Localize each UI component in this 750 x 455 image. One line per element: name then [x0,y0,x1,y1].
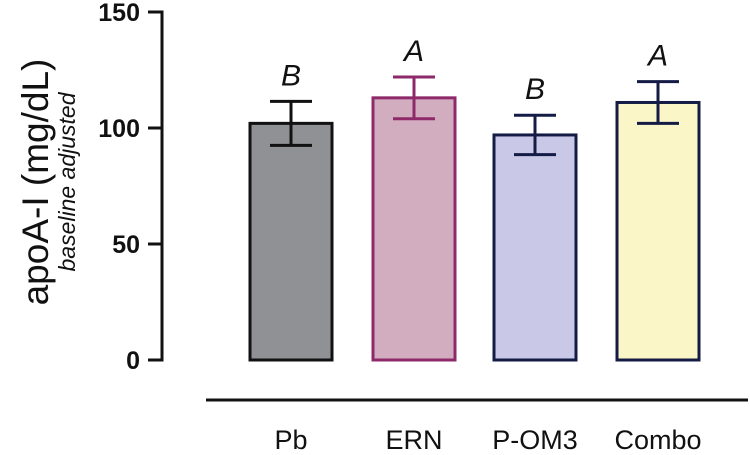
bar [492,133,578,362]
y-axis-subtitle: baseline adjusted [54,91,80,271]
bar [248,121,334,362]
bar [615,100,701,362]
significance-letters: B A B A [281,35,668,106]
y-tick-label: 0 [126,347,140,375]
y-axis-title: apoA-I (mg/dL) [15,59,56,306]
axes: 0 50 100 150 [98,0,748,402]
y-tick-label: 50 [112,231,140,259]
significance-letter: B [281,59,301,92]
bar [371,96,457,362]
error-bars [270,75,679,157]
error-bar [637,80,679,125]
y-axis-title-group: apoA-I (mg/dL) baseline adjusted [15,59,80,306]
significance-letter: A [646,40,668,73]
x-tick-label: P-OM3 [492,425,578,455]
x-tick-label: ERN [385,425,442,455]
y-tick-label: 150 [98,0,140,27]
x-tick-labels: Pb ERN P-OM3 Combo [274,425,701,455]
x-tick-label: Pb [274,425,307,455]
significance-letter: A [402,35,424,68]
x-tick-label: Combo [614,425,701,455]
error-bar [514,113,556,157]
significance-letter: B [525,73,545,106]
y-tick-label: 100 [98,115,140,143]
error-bar [270,99,312,147]
bars [248,96,701,362]
error-bar [393,75,435,121]
